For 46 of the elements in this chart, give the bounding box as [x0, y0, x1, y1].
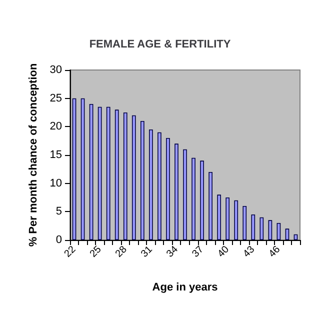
bar — [192, 158, 196, 240]
bar — [158, 132, 162, 240]
bar — [251, 214, 256, 240]
bar — [174, 144, 178, 240]
bar — [132, 115, 136, 240]
bar — [149, 130, 153, 240]
bar — [217, 194, 221, 240]
bar — [80, 98, 85, 240]
bar — [285, 228, 290, 240]
x-tick-label: 43 — [241, 244, 258, 260]
chart-title: FEMALE AGE & FERTILITY — [89, 38, 232, 50]
bar — [114, 110, 119, 240]
x-tick-label: 22 — [62, 244, 78, 260]
x-tick-label: 31 — [139, 244, 156, 260]
x-tick-label: 37 — [190, 244, 206, 260]
y-tick-label: 30 — [50, 64, 62, 76]
bar — [242, 206, 247, 240]
y-tick-label: 10 — [50, 177, 62, 190]
bar — [268, 220, 272, 240]
y-tick-label: 15 — [50, 149, 62, 161]
x-tick-label: 34 — [164, 244, 181, 260]
bar — [166, 138, 170, 240]
x-tick-label: 25 — [88, 244, 104, 260]
bar — [276, 223, 281, 240]
bar — [98, 106, 102, 240]
bar — [200, 160, 204, 240]
bar — [183, 149, 187, 240]
bar — [106, 106, 110, 240]
y-tick-label: 25 — [50, 92, 62, 104]
x-axis-title: Age in years — [152, 282, 218, 294]
bar — [294, 234, 298, 240]
y-tick-label: 20 — [50, 120, 62, 133]
bar — [89, 104, 94, 240]
y-tick-label: 5 — [56, 206, 62, 218]
x-tick-label: 28 — [114, 244, 130, 260]
bar — [226, 198, 230, 240]
bar — [123, 112, 128, 240]
bar — [140, 121, 144, 240]
x-tick-label: 46 — [266, 244, 283, 260]
bar — [260, 217, 264, 240]
bar — [208, 172, 212, 240]
bar — [72, 98, 76, 240]
x-tick-label: 40 — [216, 244, 232, 260]
bar — [234, 200, 238, 240]
y-axis-title: % Per month chance of conception — [27, 63, 40, 247]
y-tick-label: 0 — [56, 234, 62, 246]
